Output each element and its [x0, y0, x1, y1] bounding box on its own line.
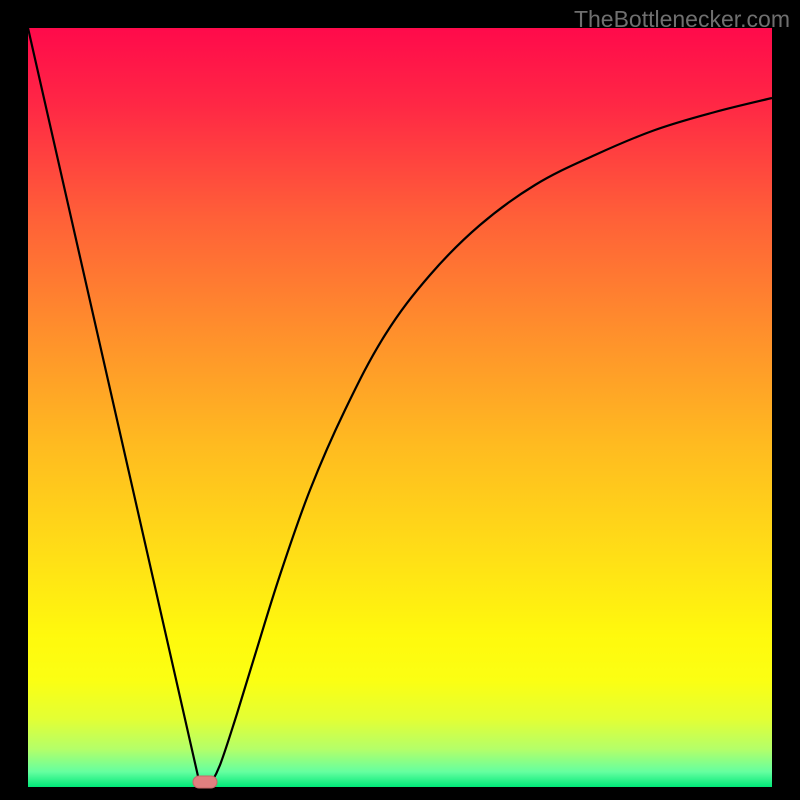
optimal-marker [193, 776, 217, 788]
plot-background [28, 28, 772, 787]
watermark-text: TheBottlenecker.com [574, 6, 790, 33]
chart-svg [0, 0, 800, 800]
bottleneck-chart: TheBottlenecker.com [0, 0, 800, 800]
